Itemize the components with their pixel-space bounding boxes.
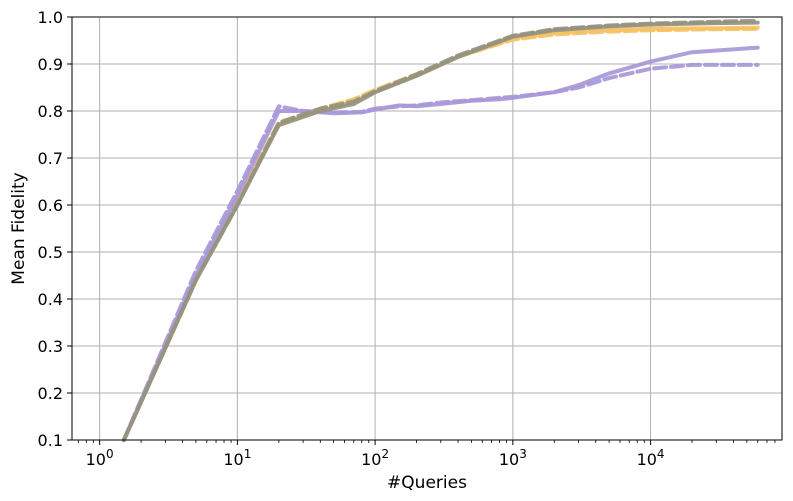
x-tick-label: 103 bbox=[499, 447, 527, 469]
y-tick-label: 0.3 bbox=[38, 337, 63, 356]
y-tick-label: 0.8 bbox=[38, 102, 63, 121]
series-line-6 bbox=[121, 18, 760, 442]
y-tick-label: 1.0 bbox=[38, 8, 63, 27]
series-line-3 bbox=[121, 45, 760, 442]
x-tick-label: 104 bbox=[637, 447, 665, 469]
y-tick-label: 0.6 bbox=[38, 196, 63, 215]
grid bbox=[72, 16, 782, 441]
series-line-4 bbox=[121, 62, 760, 442]
plot-frame bbox=[71, 16, 783, 441]
y-tick-label: 0.7 bbox=[38, 149, 63, 168]
y-tick-label: 0.1 bbox=[38, 431, 63, 450]
x-tick-label: 100 bbox=[86, 447, 114, 469]
y-tick-label: 0.4 bbox=[38, 290, 63, 309]
y-tick-label: 0.9 bbox=[38, 55, 63, 74]
y-tick-label: 0.2 bbox=[38, 384, 63, 403]
x-tick-label: 102 bbox=[361, 447, 389, 469]
y-axis-label: Mean Fidelity bbox=[9, 172, 29, 284]
ticks: 0.1 0.2 0.3 0.4 0.5 0.6 0.7 0.8 0.9 1.0 100 101 102 1… bbox=[38, 8, 776, 469]
x-axis-label: #Queries bbox=[387, 473, 467, 493]
y-tick-label: 0.5 bbox=[38, 243, 63, 262]
series-group bbox=[121, 18, 760, 442]
x-tick-label: 101 bbox=[223, 447, 251, 469]
